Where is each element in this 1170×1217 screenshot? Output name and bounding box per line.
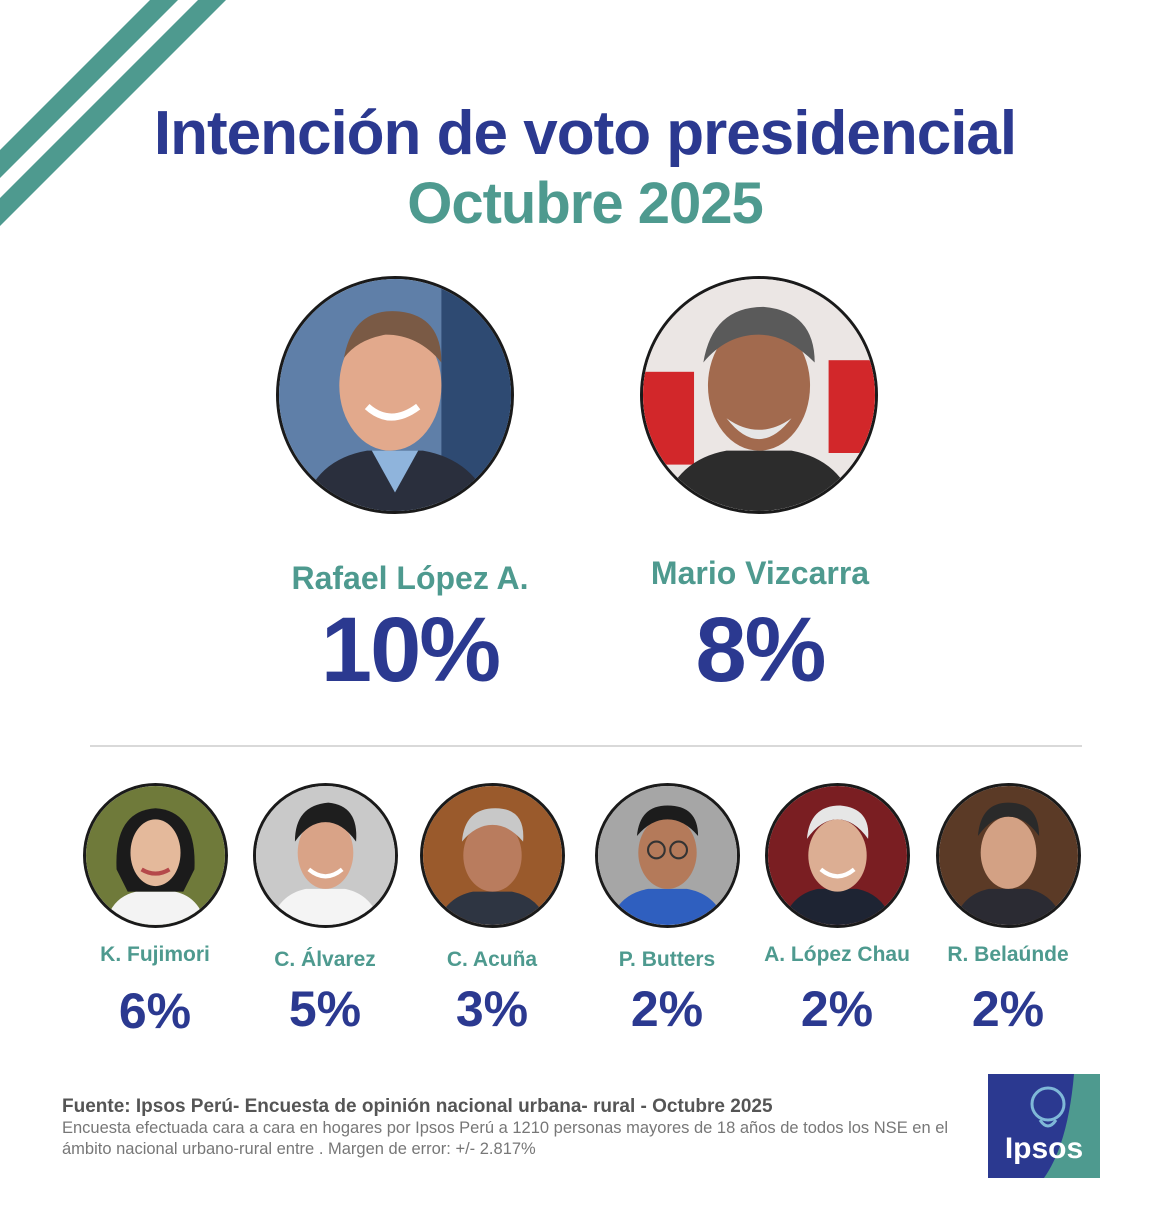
candidate-photo-lopez-chau — [765, 783, 910, 928]
candidate-percentage: 2% — [971, 981, 1045, 1037]
candidate-percentage: 8% — [695, 599, 827, 701]
candidate-name: A. López Chau — [764, 943, 910, 966]
candidate-percentage: 10% — [320, 599, 501, 701]
candidate-percentage: 2% — [800, 981, 874, 1037]
candidate-name: K. Fujimori — [100, 943, 210, 966]
candidate-percentage: 5% — [288, 981, 362, 1037]
candidate-name: P. Butters — [618, 948, 716, 971]
candidate-name: C. Álvarez — [274, 948, 376, 971]
candidate-photo-fujimori — [83, 783, 228, 928]
decorative-stripes — [0, 0, 226, 226]
source-note: Encuesta efectuada cara a cara en hogare… — [62, 1119, 949, 1158]
candidate-name: Mario Vizcarra — [650, 555, 870, 591]
candidate-percentage: 6% — [118, 983, 192, 1039]
candidate-name: Rafael López A. — [291, 560, 529, 596]
candidate-photo-acuna — [420, 783, 565, 928]
candidate-percentage: 2% — [630, 981, 704, 1037]
candidate-photo-rafael-lopez — [276, 276, 514, 514]
ipsos-logo-emblem — [1030, 1074, 1100, 1178]
page-title: Intención de voto presidencial — [153, 99, 1017, 168]
source-title: Fuente: Ipsos Perú- Encuesta de opinión … — [62, 1096, 773, 1117]
candidate-photo-belaunde — [936, 783, 1081, 928]
divider — [90, 745, 1082, 747]
candidate-name: C. Acuña — [446, 948, 538, 971]
candidate-photo-alvarez — [253, 783, 398, 928]
page-subtitle: Octubre 2025 — [407, 171, 764, 236]
ipsos-logo: Ipsos — [988, 1074, 1100, 1178]
candidate-percentage: 3% — [455, 981, 529, 1037]
candidate-name: R. Belaúnde — [947, 943, 1069, 966]
candidate-photo-mario-vizcarra — [640, 276, 878, 514]
candidate-photo-butters — [595, 783, 740, 928]
ipsos-logo-text: Ipsos — [1004, 1132, 1084, 1165]
